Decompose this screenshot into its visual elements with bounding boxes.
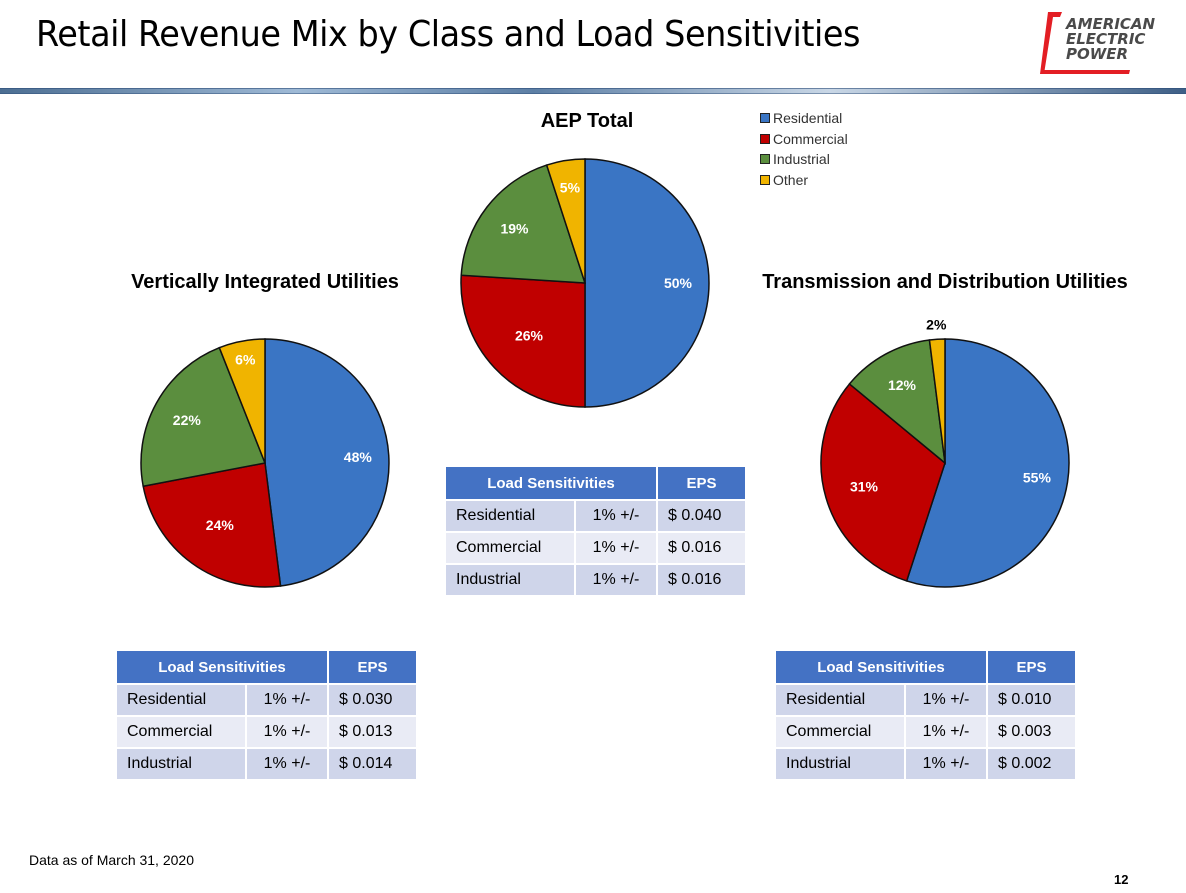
logo-line-2: ELECTRIC xyxy=(1066,30,1146,48)
pie-data-label: 2% xyxy=(926,316,947,332)
legend-item-other: Other xyxy=(760,170,848,191)
pie-data-label: 26% xyxy=(515,328,544,344)
logo-line-3: POWER xyxy=(1066,45,1129,63)
table-row: Commercial 1% +/- $ 0.013 xyxy=(115,715,419,749)
table-cell-class: Residential xyxy=(115,683,247,717)
table-cell-change: 1% +/- xyxy=(573,531,659,565)
table-header-eps: EPS xyxy=(327,649,419,685)
footnote: Data as of March 31, 2020 xyxy=(29,852,194,868)
pie-slice-residential xyxy=(584,158,710,408)
table-row: Industrial 1% +/- $ 0.002 xyxy=(774,747,1078,781)
load-sensitivities-table-vertically-integrated: Load Sensitivities EPS Residential 1% +/… xyxy=(114,649,419,781)
table-cell-eps: $ 0.016 xyxy=(656,531,748,565)
table-row: Industrial 1% +/- $ 0.016 xyxy=(444,563,748,597)
table-cell-eps: $ 0.013 xyxy=(327,715,419,749)
pie-data-label: 55% xyxy=(1023,470,1052,486)
legend-label: Residential xyxy=(773,110,843,127)
legend-label: Commercial xyxy=(773,130,848,147)
table-row: Residential 1% +/- $ 0.010 xyxy=(774,683,1078,717)
pie-slice-commercial xyxy=(460,274,586,408)
table-cell-class: Residential xyxy=(774,683,906,717)
pie-slice-residential xyxy=(264,338,390,587)
table-cell-class: Commercial xyxy=(774,715,906,749)
legend-swatch xyxy=(760,174,770,185)
table-cell-eps: $ 0.030 xyxy=(327,683,419,717)
pie-data-label: 12% xyxy=(888,377,917,393)
table-row: Commercial 1% +/- $ 0.016 xyxy=(444,531,748,565)
pie-slice-commercial xyxy=(820,382,946,582)
table-cell-eps: $ 0.040 xyxy=(656,499,748,533)
pie-slice-industrial xyxy=(140,346,267,488)
legend-swatch xyxy=(760,154,770,165)
pie-data-label: 6% xyxy=(235,352,256,368)
table-cell-change: 1% +/- xyxy=(244,747,330,781)
legend-item-residential: Residential xyxy=(760,108,848,129)
table-cell-class: Commercial xyxy=(115,715,247,749)
table-cell-change: 1% +/- xyxy=(244,715,330,749)
pie-data-label: 31% xyxy=(850,479,879,495)
legend-swatch xyxy=(760,113,770,124)
pie-chart-transmission-distribution: 55% 31% 12% 2% xyxy=(820,316,1070,588)
company-logo: AMERICAN ELECTRIC POWER xyxy=(1040,8,1172,78)
pie-slice-industrial xyxy=(848,339,946,465)
chart-title-vertically-integrated: Vertically Integrated Utilities xyxy=(131,271,399,293)
pie-slice-commercial xyxy=(142,462,282,588)
load-sensitivities-table-aep-total: Load Sensitivities EPS Residential 1% +/… xyxy=(443,465,748,597)
table-header-eps: EPS xyxy=(656,465,748,501)
table-cell-eps: $ 0.014 xyxy=(327,747,419,781)
pie-slice-other xyxy=(218,338,266,464)
pie-slice-residential xyxy=(905,338,1070,588)
table-header-load-sensitivities: Load Sensitivities xyxy=(114,649,330,685)
table-cell-change: 1% +/- xyxy=(244,683,330,717)
table-cell-eps: $ 0.016 xyxy=(656,563,748,597)
pie-slice-other xyxy=(928,338,946,464)
table-cell-class: Industrial xyxy=(774,747,906,781)
pie-data-label: 5% xyxy=(560,180,581,196)
table-cell-class: Residential xyxy=(444,499,576,533)
table-header-load-sensitivities: Load Sensitivities xyxy=(443,465,659,501)
chart-title-transmission-distribution: Transmission and Distribution Utilities xyxy=(762,271,1128,293)
table-cell-class: Commercial xyxy=(444,531,576,565)
legend-swatch xyxy=(760,133,770,144)
table-row: Residential 1% +/- $ 0.040 xyxy=(444,499,748,533)
table-header-load-sensitivities: Load Sensitivities xyxy=(773,649,989,685)
table-cell-change: 1% +/- xyxy=(903,715,989,749)
pie-data-label: 19% xyxy=(500,220,529,236)
pie-chart-vertically-integrated: 48% 24% 22% 6% xyxy=(140,338,390,588)
logo-bracket-icon xyxy=(1040,12,1130,74)
page-title: Retail Revenue Mix by Class and Load Sen… xyxy=(36,14,860,55)
table-cell-change: 1% +/- xyxy=(903,747,989,781)
table-cell-change: 1% +/- xyxy=(903,683,989,717)
table-cell-eps: $ 0.003 xyxy=(986,715,1078,749)
legend-item-commercial: Commercial xyxy=(760,129,848,150)
chart-title-aep-total: AEP Total xyxy=(540,110,634,132)
legend-label: Other xyxy=(773,171,809,188)
pie-data-label: 50% xyxy=(664,275,693,291)
pie-data-label: 24% xyxy=(206,517,235,533)
pie-slice-industrial xyxy=(460,164,587,284)
pie-slice-other xyxy=(545,158,586,284)
load-sensitivities-table-transmission-distribution: Load Sensitivities EPS Residential 1% +/… xyxy=(773,649,1078,781)
table-row: Industrial 1% +/- $ 0.014 xyxy=(115,747,419,781)
pie-data-label: 22% xyxy=(173,412,202,428)
page-number: 12 xyxy=(1114,872,1129,887)
pie-chart-aep-total: 50% 26% 19% 5% xyxy=(460,158,710,408)
table-cell-change: 1% +/- xyxy=(573,563,659,597)
table-cell-change: 1% +/- xyxy=(573,499,659,533)
legend-label: Industrial xyxy=(773,151,830,168)
table-cell-class: Industrial xyxy=(115,747,247,781)
table-cell-eps: $ 0.010 xyxy=(986,683,1078,717)
logo-text: AMERICAN ELECTRIC POWER xyxy=(1066,17,1155,62)
legend: Residential Commercial Industrial Other xyxy=(760,108,848,190)
table-row: Residential 1% +/- $ 0.030 xyxy=(115,683,419,717)
table-row: Commercial 1% +/- $ 0.003 xyxy=(774,715,1078,749)
table-cell-class: Industrial xyxy=(444,563,576,597)
logo-line-1: AMERICAN xyxy=(1066,15,1156,33)
legend-item-industrial: Industrial xyxy=(760,149,848,170)
table-header-eps: EPS xyxy=(986,649,1078,685)
pie-data-label: 48% xyxy=(344,449,373,465)
header-band xyxy=(0,88,1186,94)
table-cell-eps: $ 0.002 xyxy=(986,747,1078,781)
